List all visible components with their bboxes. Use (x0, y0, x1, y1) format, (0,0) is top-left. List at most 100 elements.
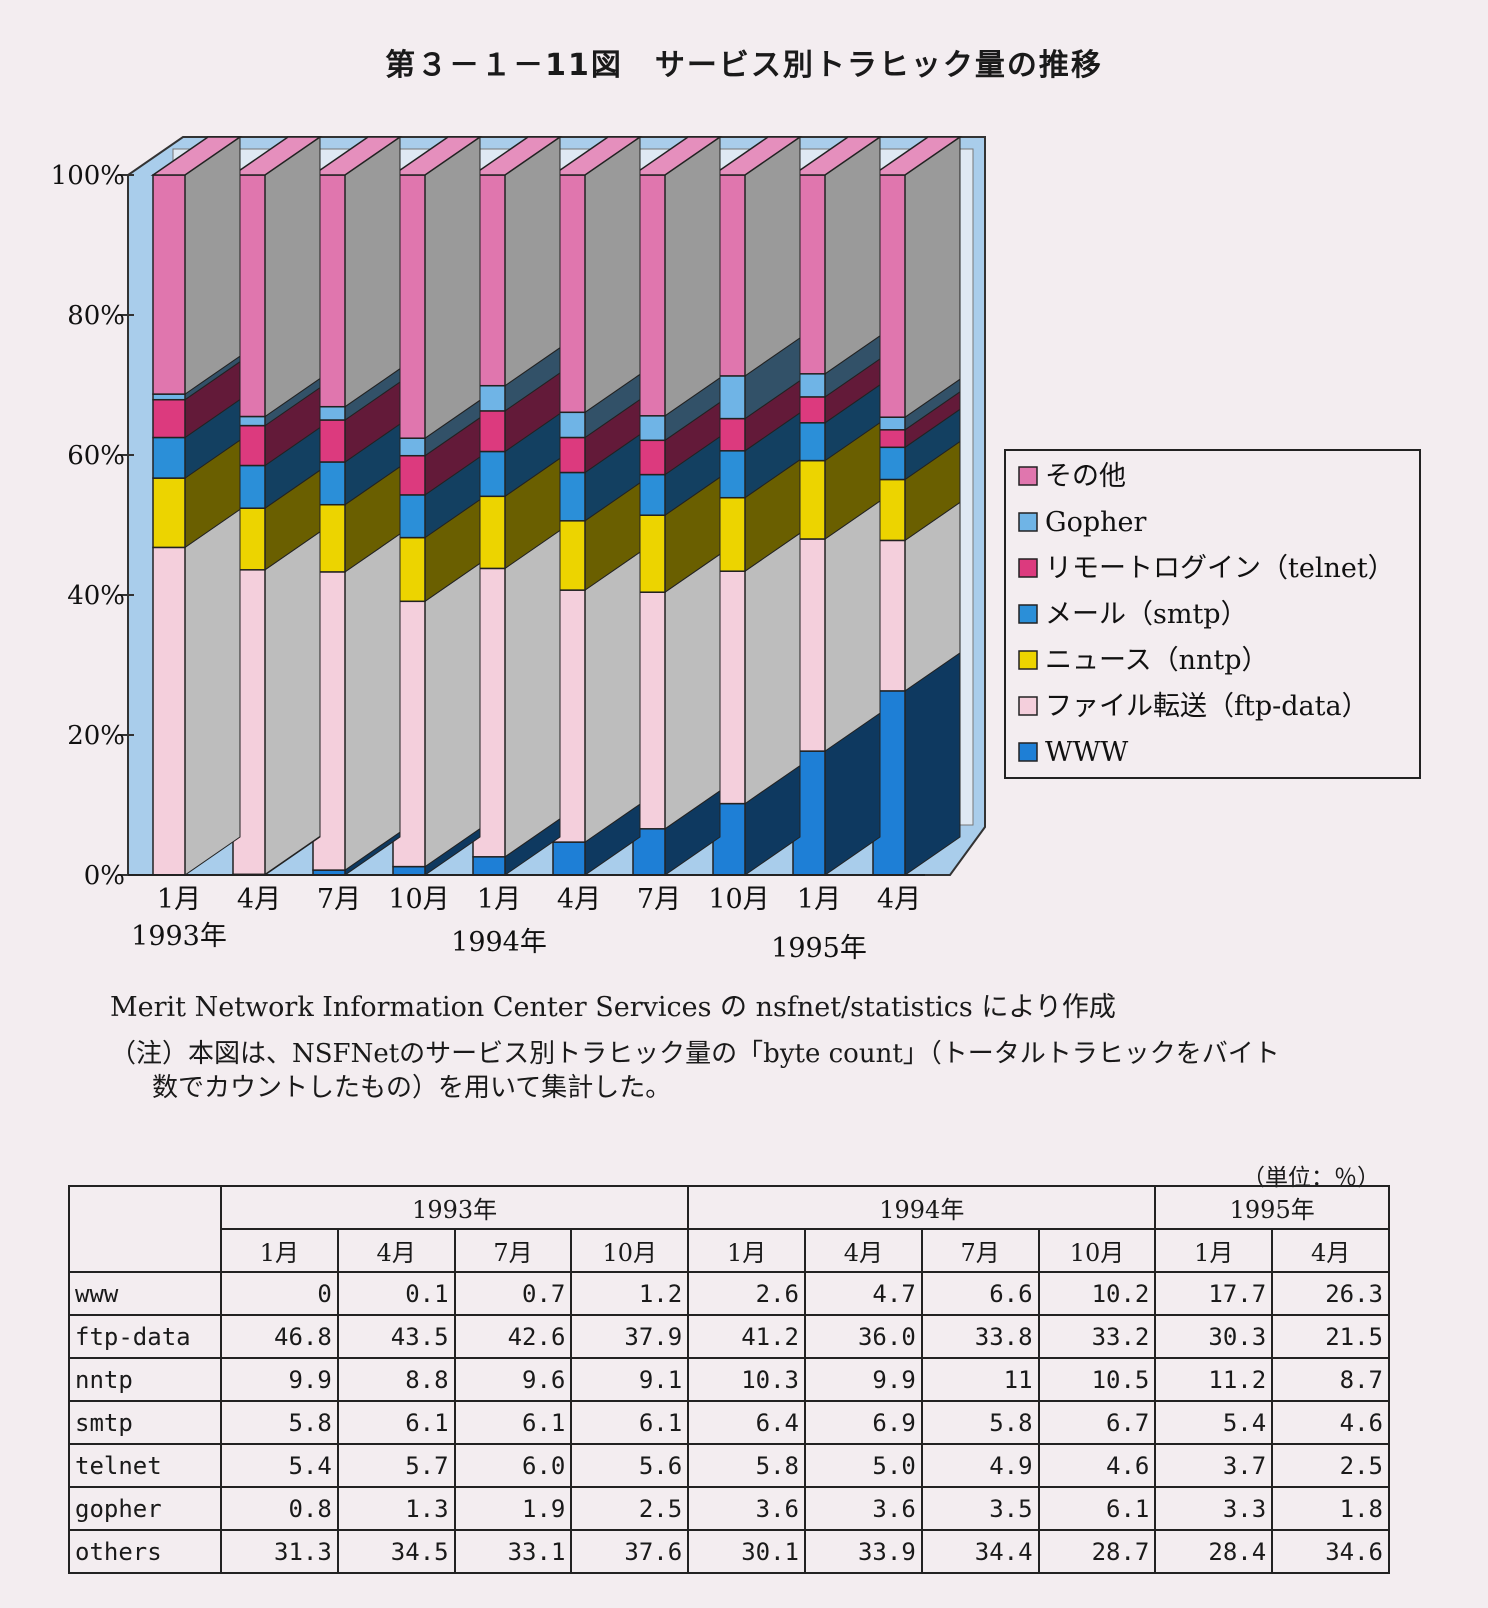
table-row-label: telnet (68, 1443, 222, 1488)
table-cell: 17.7 (1154, 1271, 1274, 1316)
legend-label: WWW (1045, 737, 1129, 768)
table-row: ftp-data 46.8 43.5 42.6 37.9 41.2 36.0 33.8 33.2… (68, 1314, 1390, 1359)
bar-side-segment (904, 651, 961, 876)
bar-top-cap (470, 136, 563, 176)
table-cell: 1.8 (1271, 1486, 1390, 1531)
table-cell: 6.1 (1037, 1486, 1157, 1531)
table-cell: 9.1 (570, 1357, 690, 1402)
bar-top-cap (230, 136, 323, 176)
table-year-header: 1995年 (1154, 1185, 1390, 1230)
bar-side-segment (664, 553, 721, 830)
table-cell: 3.5 (920, 1486, 1040, 1531)
table-row-label: www (68, 1271, 222, 1316)
table-cell: 36.0 (803, 1314, 923, 1359)
bar-side-segment (584, 136, 641, 414)
table-cell: 6.1 (570, 1400, 690, 1445)
stacked-bar-chart: 0% 20% 40% 60% 80% 100% 4月 1月 10月 7月 4月 1月 10月 7月 4月 1月… (51, 136, 1421, 964)
table-cell: 6.9 (803, 1400, 923, 1445)
bar-side-segment (904, 136, 961, 419)
table-cell: 31.3 (220, 1529, 339, 1574)
legend-swatch (1018, 742, 1038, 762)
bar-side-segment (264, 530, 321, 876)
table-cell: 28.4 (1154, 1529, 1274, 1574)
table-row: others 31.3 34.5 33.1 37.6 30.1 33.9 34.4 28.7 28… (68, 1529, 1390, 1574)
table-cell: 28.7 (1037, 1529, 1157, 1574)
table-cell: 42.6 (453, 1314, 573, 1359)
table-year-header: 1993年 (219, 1185, 690, 1230)
table-cell: 0.8 (220, 1486, 339, 1531)
table-cell: 5.8 (220, 1400, 339, 1445)
x-tick-label: 7月 (637, 884, 681, 915)
data-table: 1993年 1994年 1995年 1月 4月 7月 10月 1月 4月 7月 10月 1月 4月 w… (68, 1185, 1390, 1574)
source-note: Merit Network Information Center Service… (110, 992, 1116, 1023)
table-cell: 33.8 (920, 1314, 1040, 1359)
table-cell: 1.2 (570, 1271, 690, 1316)
bar-segment-4 (152, 398, 186, 439)
table-year-header-row: 1993年 1994年 1995年 (68, 1185, 1390, 1273)
y-tick-label: 0% (84, 861, 125, 891)
table-cell: 3.6 (687, 1486, 806, 1531)
table-cell: 1.9 (453, 1486, 573, 1531)
bar-segment-5 (152, 393, 186, 401)
legend-swatch (1018, 466, 1038, 486)
table-cell: 5.8 (920, 1400, 1040, 1445)
table-cell: 4.6 (1271, 1400, 1390, 1445)
bar-side-segment (744, 532, 801, 805)
table-cell: 3.7 (1154, 1443, 1274, 1488)
table-cell: 1.3 (336, 1486, 456, 1531)
table-cell: 33.1 (453, 1529, 573, 1574)
table-cell: 9.9 (803, 1357, 923, 1402)
table-month-header-row: 1月 4月 7月 10月 1月 4月 7月 10月 1月 4月 (69, 1228, 1390, 1273)
y-tick-label: 40% (67, 581, 125, 611)
table-cell: 6.4 (687, 1400, 806, 1445)
bar-side-segment (664, 136, 721, 417)
y-tick-label: 80% (67, 301, 125, 331)
year-label: 1995年 (771, 933, 867, 964)
table-month-header: 7月 (453, 1228, 573, 1273)
table-cell: 6.0 (453, 1443, 573, 1488)
bar-top-cap (390, 136, 483, 176)
table-cell: 46.8 (220, 1314, 339, 1359)
table-cell: 10.2 (1037, 1271, 1157, 1316)
legend-label: ニュース（nntp） (1045, 645, 1269, 676)
table-cell: 10.3 (687, 1357, 806, 1402)
table-month-header: 4月 (803, 1228, 923, 1273)
bar-top-cap (310, 136, 403, 176)
table-cell: 0 (220, 1271, 339, 1316)
table-cell: 34.4 (920, 1529, 1040, 1574)
table-month-header: 10月 (1037, 1228, 1157, 1273)
x-tick-label: 7月 (317, 884, 361, 915)
bar-side-segment (184, 508, 241, 876)
x-tick-label: 1月 (477, 884, 521, 915)
table-cell: 8.8 (336, 1357, 456, 1402)
table-cell: 2.6 (687, 1271, 806, 1316)
table-cell: 30.1 (687, 1529, 806, 1574)
y-tick-label: 100% (51, 161, 125, 191)
x-tick-label: 10月 (388, 884, 449, 915)
table-cell: 11.2 (1154, 1357, 1274, 1402)
legend-label: ファイル転送（ftp-data） (1045, 691, 1369, 722)
bar-segment-2 (152, 477, 186, 549)
legend-label: メール（smtp） (1045, 599, 1248, 630)
table-cell: 9.9 (220, 1357, 339, 1402)
table-row: gopher 0.8 1.3 1.9 2.5 3.6 3.6 3.5 6.1 3.3 1.8 (68, 1486, 1390, 1531)
bar-top-cap (710, 136, 803, 176)
table-cell: 33.2 (1037, 1314, 1157, 1359)
table-row-label: ftp-data (68, 1314, 222, 1359)
table-corner-cell (68, 1185, 222, 1273)
table-month-header: 4月 (336, 1228, 456, 1273)
table-cell: 34.6 (1271, 1529, 1390, 1574)
x-tick-label: 4月 (237, 884, 281, 915)
table-cell: 41.2 (687, 1314, 806, 1359)
bar-side-segment (824, 500, 881, 753)
y-tick-label: 60% (67, 441, 125, 471)
legend-label: リモートログイン（telnet） (1045, 553, 1395, 584)
table-month-header: 1月 (1154, 1228, 1274, 1273)
table-cell: 0.7 (453, 1271, 573, 1316)
table-row-label: smtp (68, 1400, 222, 1445)
table-year-header: 1994年 (687, 1185, 1157, 1230)
table-row: smtp 5.8 6.1 6.1 6.1 6.4 6.9 5.8 6.7 5.4 4.6 (68, 1400, 1390, 1445)
bar-top-cap (150, 136, 243, 176)
legend-swatch (1018, 604, 1038, 624)
bar-side-segment (744, 136, 801, 377)
